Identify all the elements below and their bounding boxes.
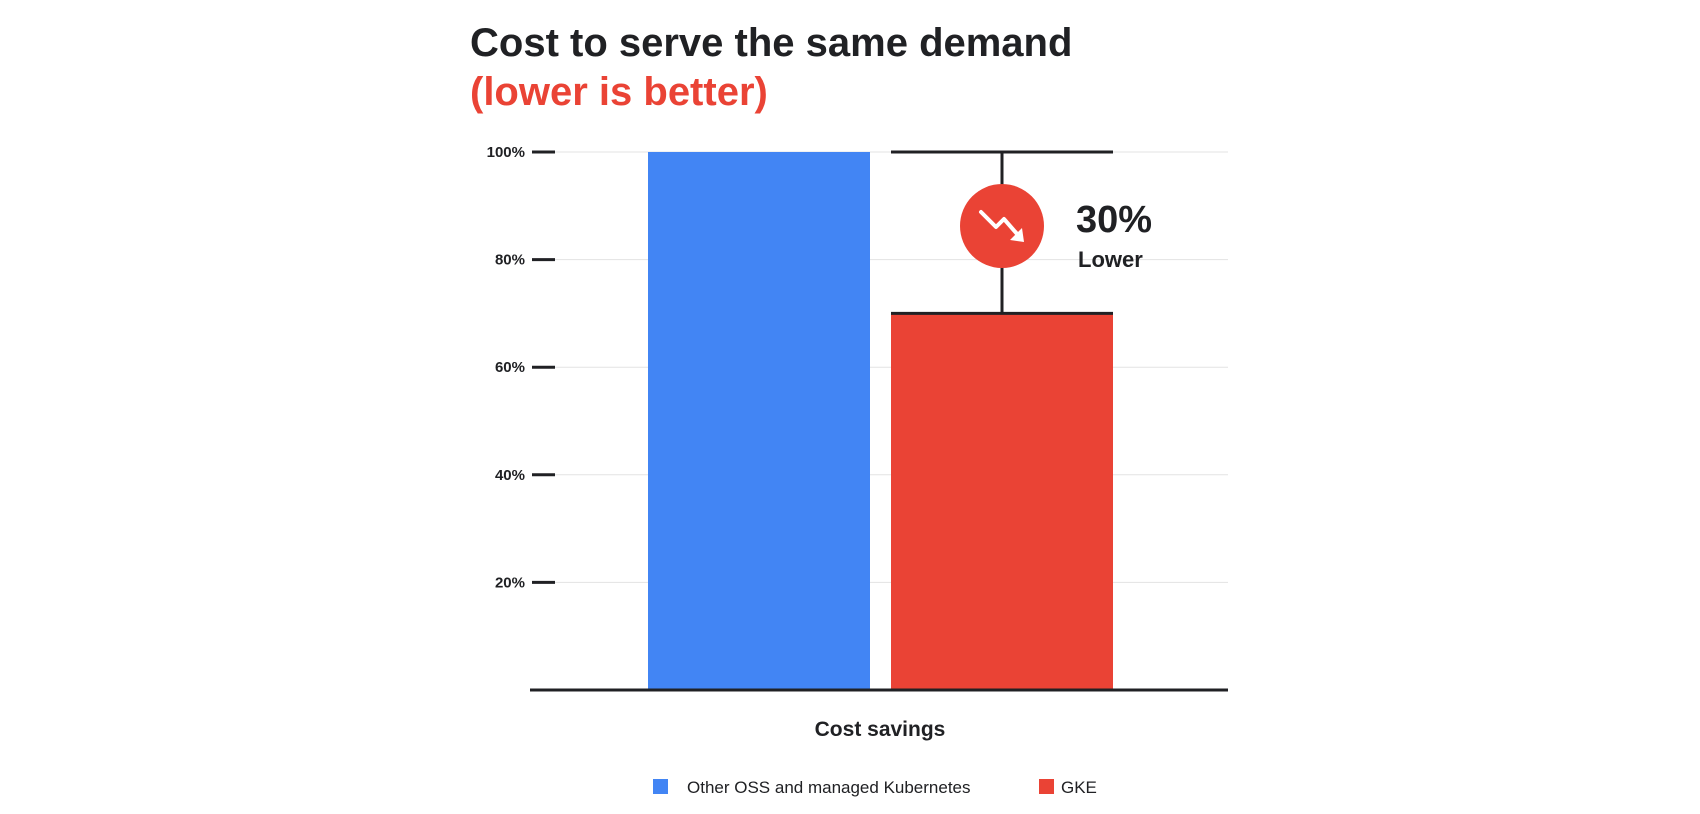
annotation-label: Lower bbox=[1078, 247, 1143, 272]
bars bbox=[648, 152, 1113, 690]
y-tick-label: 40% bbox=[495, 467, 525, 484]
x-axis-label: Cost savings bbox=[815, 718, 946, 741]
legend-swatch bbox=[1039, 779, 1054, 794]
legend-label: Other OSS and managed Kubernetes bbox=[687, 778, 971, 797]
savings-annotation: 30% Lower bbox=[891, 150, 1152, 315]
legend-item: Other OSS and managed Kubernetes bbox=[653, 778, 971, 797]
y-tick-label: 20% bbox=[495, 574, 525, 591]
legend-label: GKE bbox=[1061, 778, 1097, 797]
bar-gke bbox=[891, 313, 1113, 690]
legend: Other OSS and managed Kubernetes GKE bbox=[653, 778, 1097, 797]
legend-item: GKE bbox=[1039, 778, 1097, 797]
annotation-value: 30% bbox=[1076, 199, 1152, 241]
trend-down-icon bbox=[960, 184, 1044, 268]
bar-other-oss bbox=[648, 152, 870, 690]
y-tick-label: 80% bbox=[495, 252, 525, 269]
y-tick-label: 60% bbox=[495, 359, 525, 376]
legend-swatch bbox=[653, 779, 668, 794]
y-axis: 20% 40% 60% 80% 100% bbox=[487, 144, 555, 591]
chart-title: Cost to serve the same demand bbox=[470, 21, 1072, 65]
y-tick-label: 100% bbox=[487, 144, 525, 161]
chart-subtitle: (lower is better) bbox=[470, 70, 768, 114]
